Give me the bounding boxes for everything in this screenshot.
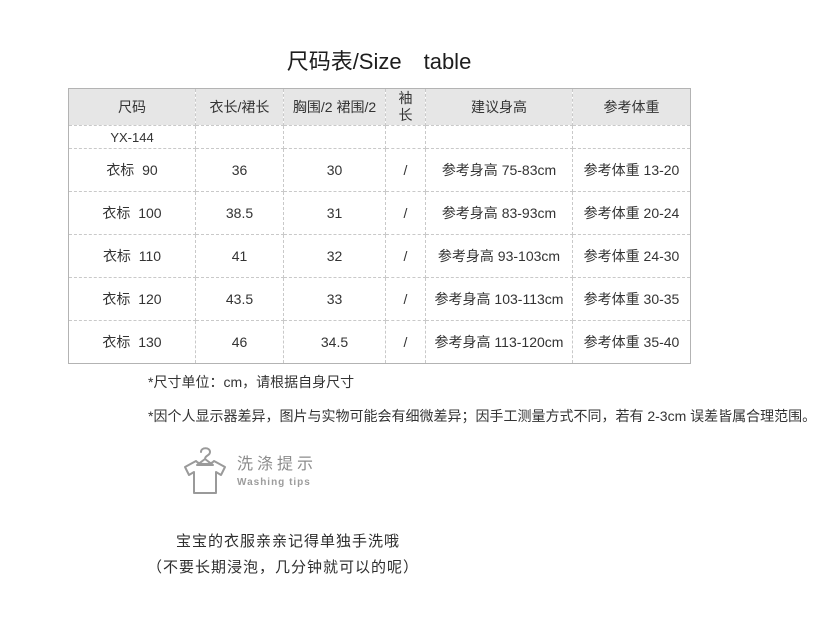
cell-empty [385, 125, 426, 149]
cell-height: 参考身高 83-93cm [425, 191, 573, 235]
cell-sleeve: / [385, 234, 426, 278]
cell-height: 参考身高 93-103cm [425, 234, 573, 278]
note-disclaimer: *因个人显示器差异，图片与实物可能会有细微差异；因手工测量方式不同，若有 2-3… [148, 408, 817, 424]
table-row: 衣标 130 46 34.5 / 参考身高 113-120cm 参考体重 35-… [68, 320, 691, 364]
header-chest: 胸围/2 裙围/2 [283, 88, 386, 126]
header-sleeve: 袖 长 [385, 88, 426, 126]
header-size: 尺码 [68, 88, 196, 126]
cell-sleeve: / [385, 277, 426, 321]
table-row: 衣标 120 43.5 33 / 参考身高 103-113cm 参考体重 30-… [68, 277, 691, 321]
washing-tips-title: 洗涤提示 [237, 456, 318, 473]
cell-sleeve: / [385, 191, 426, 235]
tshirt-hanger-icon [182, 443, 228, 495]
cell-empty [425, 125, 573, 149]
cell-length: 38.5 [195, 191, 284, 235]
cell-size: 衣标 110 [68, 234, 196, 278]
cell-weight: 参考体重 20-24 [572, 191, 691, 235]
cell-size: 衣标 130 [68, 320, 196, 364]
page-title: 尺码表/Size table [286, 49, 472, 74]
cell-height: 参考身高 103-113cm [425, 277, 573, 321]
header-weight: 参考体重 [572, 88, 691, 126]
cell-height: 参考身高 75-83cm [425, 148, 573, 192]
footer-wash-advice-line1: 宝宝的衣服亲亲记得单独手洗哦 [176, 533, 401, 550]
cell-size: 衣标 120 [68, 277, 196, 321]
cell-size: 衣标 90 [68, 148, 196, 192]
header-height: 建议身高 [425, 88, 573, 126]
cell-weight: 参考体重 35-40 [572, 320, 691, 364]
table-row: 衣标 100 38.5 31 / 参考身高 83-93cm 参考体重 20-24 [68, 191, 691, 235]
cell-length: 36 [195, 148, 284, 192]
cell-empty [283, 125, 386, 149]
cell-weight: 参考体重 30-35 [572, 277, 691, 321]
cell-sleeve: / [385, 148, 426, 192]
table-header-row: 尺码 衣长/裙长 胸围/2 裙围/2 袖 长 建议身高 参考体重 [68, 88, 691, 126]
cell-length: 41 [195, 234, 284, 278]
cell-chest: 34.5 [283, 320, 386, 364]
cell-length: 46 [195, 320, 284, 364]
cell-chest: 32 [283, 234, 386, 278]
cell-sleeve: / [385, 320, 426, 364]
table-row: 衣标 90 36 30 / 参考身高 75-83cm 参考体重 13-20 [68, 148, 691, 192]
cell-size: 衣标 100 [68, 191, 196, 235]
cell-model-number: YX-144 [68, 125, 196, 149]
header-length: 衣长/裙长 [195, 88, 284, 126]
table-row: 衣标 110 41 32 / 参考身高 93-103cm 参考体重 24-30 [68, 234, 691, 278]
washing-tips-labels: 洗涤提示 Washing tips [237, 450, 317, 488]
cell-chest: 33 [283, 277, 386, 321]
cell-chest: 31 [283, 191, 386, 235]
washing-tips-subtitle: Washing tips [237, 477, 311, 488]
cell-chest: 30 [283, 148, 386, 192]
cell-empty [195, 125, 284, 149]
cell-weight: 参考体重 24-30 [572, 234, 691, 278]
cell-empty [572, 125, 691, 149]
note-size-unit: *尺寸单位：cm，请根据自身尺寸 [148, 374, 355, 390]
size-table: 尺码 衣长/裙长 胸围/2 裙围/2 袖 长 建议身高 参考体重 YX-144 … [68, 88, 691, 364]
footer-wash-advice-line2: （不要长期浸泡，几分钟就可以的呢） [147, 559, 420, 576]
washing-tips-section: 洗涤提示 Washing tips [182, 443, 317, 495]
cell-height: 参考身高 113-120cm [425, 320, 573, 364]
cell-weight: 参考体重 13-20 [572, 148, 691, 192]
table-row-model: YX-144 [68, 125, 691, 149]
cell-length: 43.5 [195, 277, 284, 321]
